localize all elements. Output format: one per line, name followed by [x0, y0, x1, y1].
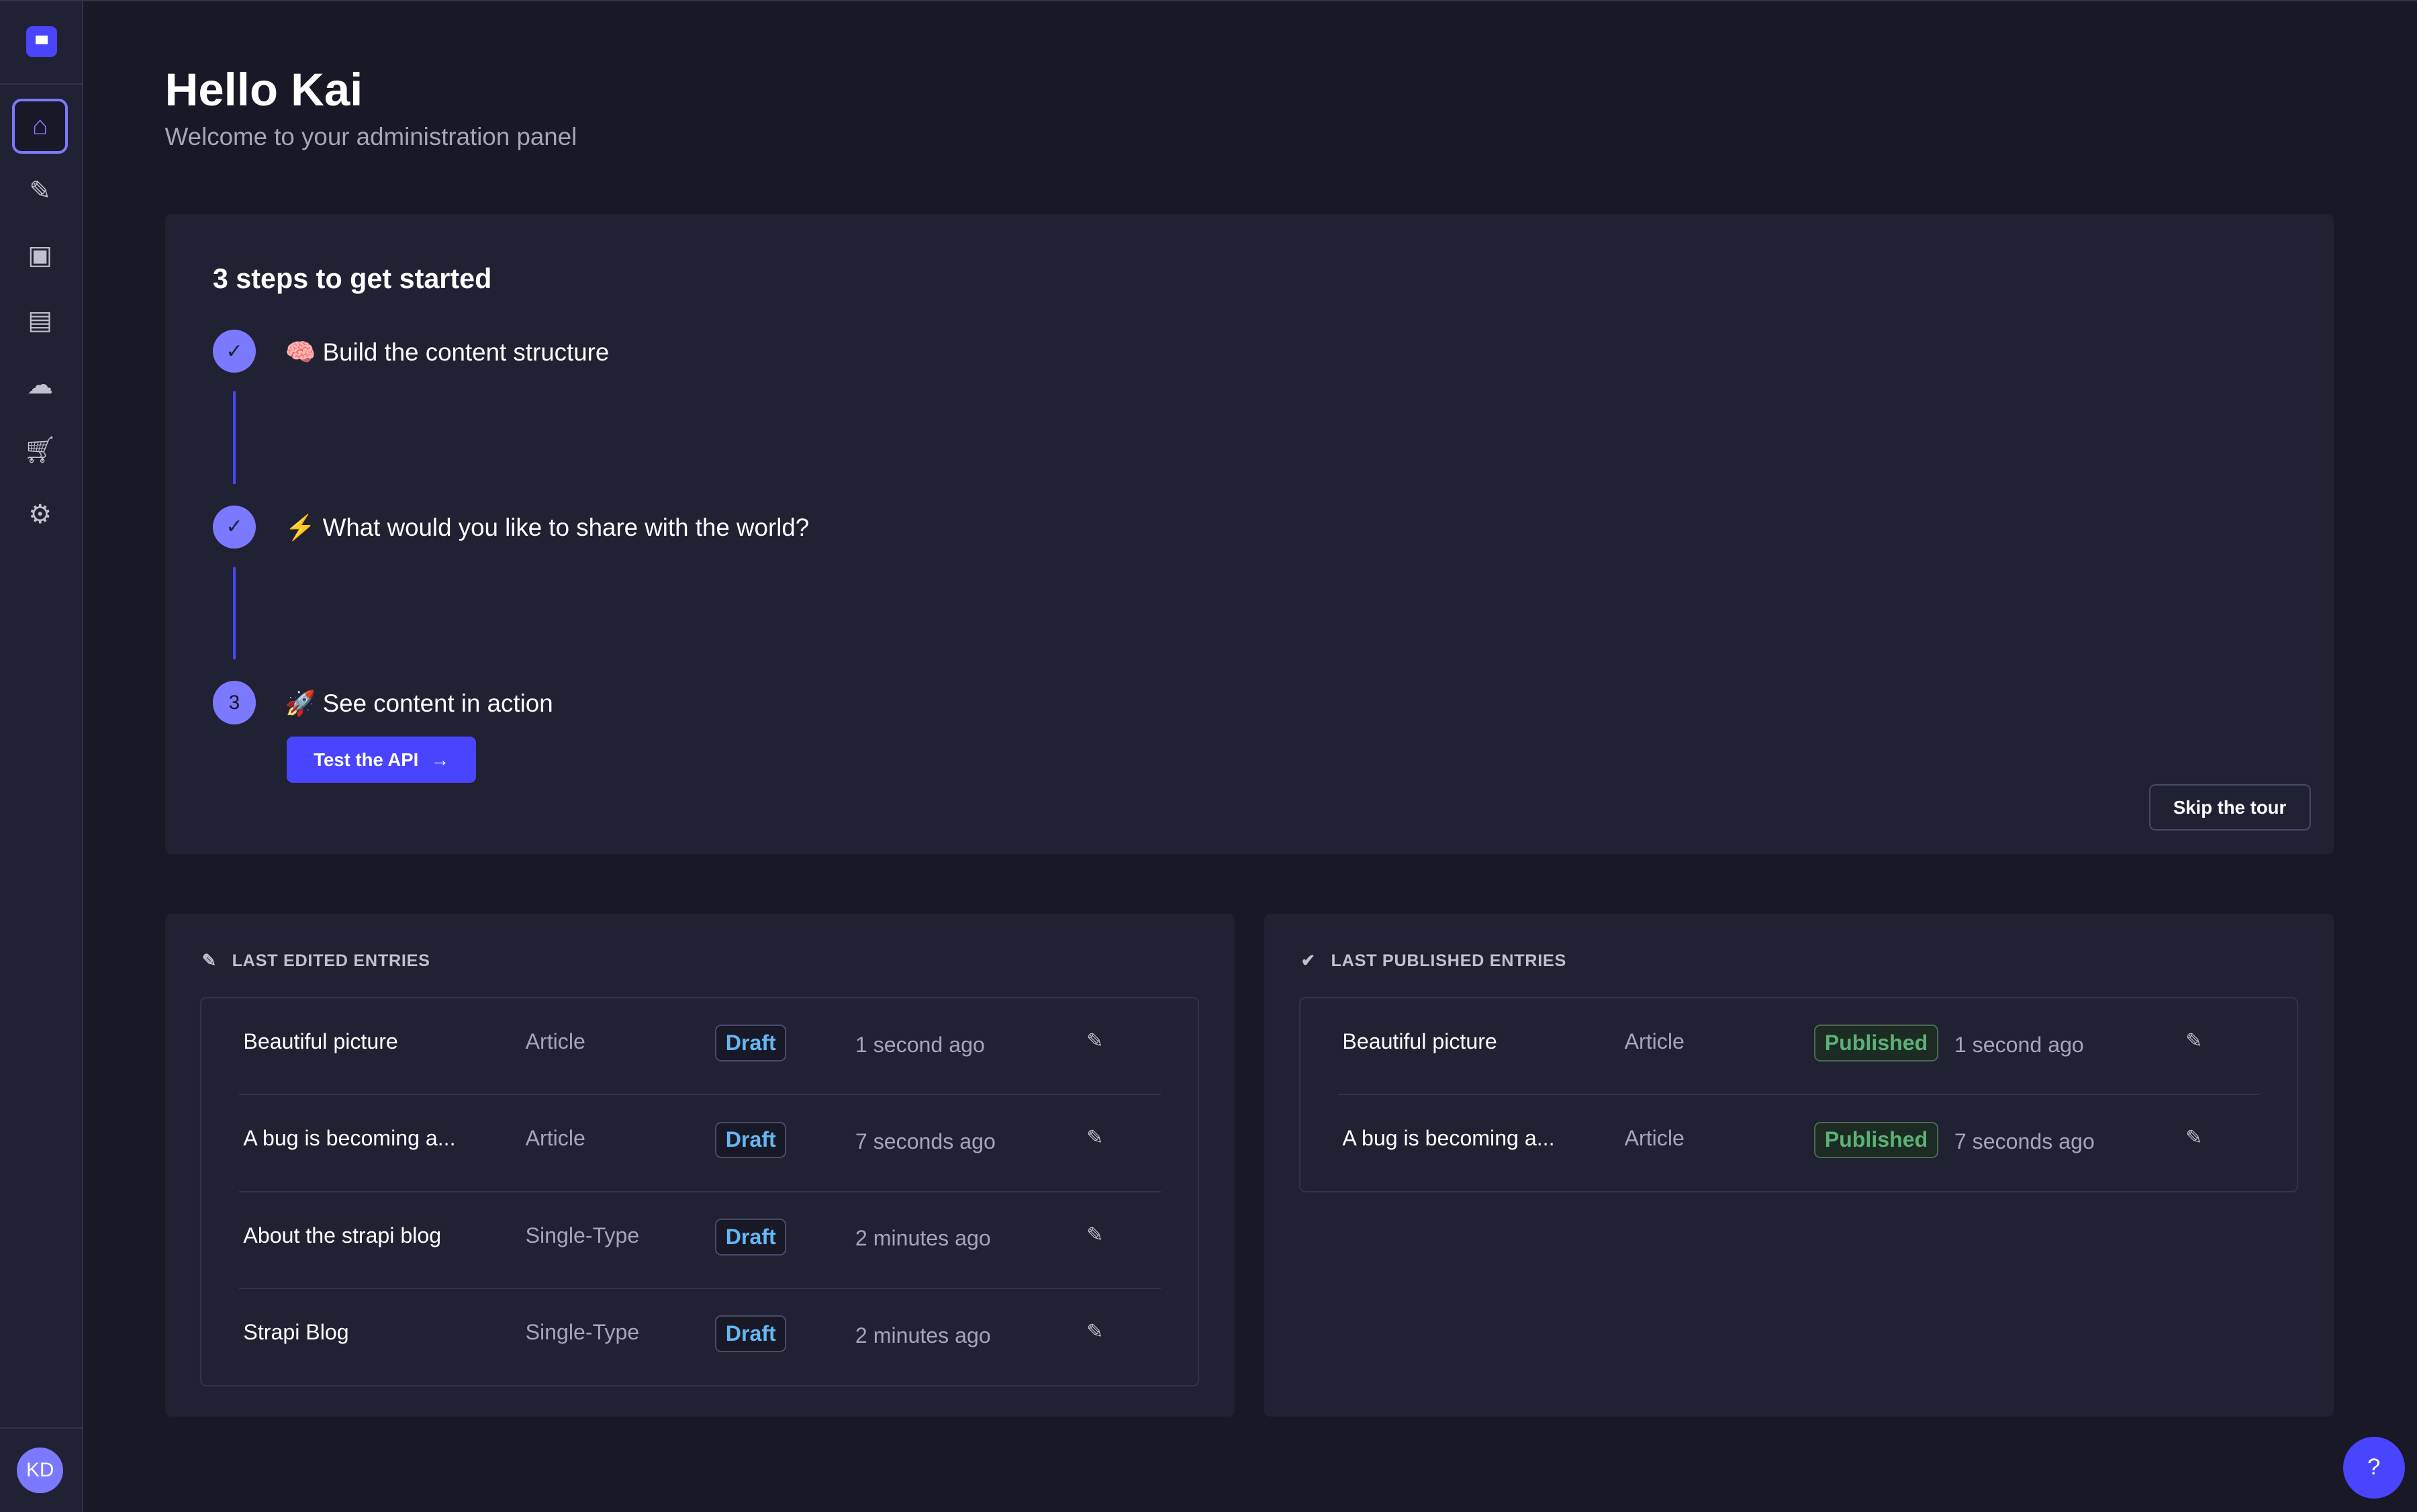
status-badge: Draft	[714, 1025, 787, 1061]
page-title: Hello Kai	[164, 63, 363, 115]
entry-title: About the strapi blog	[243, 1223, 442, 1247]
pencil-icon[interactable]: ✎	[2185, 1127, 2203, 1149]
check-icon: ✓	[212, 505, 256, 549]
layout-icon[interactable]: ▤	[28, 305, 53, 335]
test-api-button[interactable]: Test the API →	[287, 737, 477, 784]
table-row[interactable]: A bug is becoming a... Article Draft 7 s…	[238, 1095, 1162, 1192]
status-badge: Published	[1813, 1025, 1939, 1061]
sidebar: ⌂ ✎ ▣ ▤ ☁ 🛒︎ ⚙ KD	[0, 1, 83, 1512]
table-row[interactable]: Strapi Blog Single-Type Draft 2 minutes …	[239, 1289, 1162, 1384]
status-badge: Published	[1813, 1121, 1939, 1159]
step-3: 🚀 See content in action	[285, 689, 553, 717]
home-icon[interactable]: ⌂	[12, 98, 68, 154]
strapi-logo[interactable]	[26, 26, 57, 57]
entry-time: 2 minutes ago	[855, 1226, 991, 1251]
step-number: 3	[212, 681, 256, 724]
button-label: Test the API	[314, 749, 419, 770]
entry-type: Single-Type	[525, 1320, 640, 1345]
avatar[interactable]: KD	[17, 1447, 64, 1494]
last-edited-header: ✎ LAST EDITED ENTRIES	[201, 951, 430, 971]
pencil-icon[interactable]: ✎	[1086, 1223, 1104, 1246]
table-row[interactable]: About the strapi blog Single-Type Draft …	[238, 1192, 1162, 1290]
table-row[interactable]: Beautiful picture Article Published 1 se…	[1337, 998, 2261, 1096]
check-icon: ✓	[212, 330, 256, 373]
skip-tour-button[interactable]: Skip the tour	[2148, 784, 2311, 831]
status-badge: Draft	[714, 1315, 787, 1352]
cloud-icon[interactable]: ☁	[27, 371, 54, 400]
step-1: 🧠 Build the content structure	[285, 338, 610, 366]
steps-title: 3 steps to get started	[212, 263, 492, 295]
entry-type: Article	[525, 1126, 585, 1151]
pencil-icon[interactable]: ✎	[2185, 1030, 2203, 1053]
pencil-icon[interactable]: ✎	[1086, 1321, 1104, 1343]
question-icon: ?	[2367, 1454, 2381, 1480]
entry-type: Article	[1624, 1126, 1685, 1151]
entry-title: Strapi Blog	[243, 1320, 349, 1345]
check-circle-icon: ✔	[1300, 951, 1316, 971]
last-edited-table: Beautiful picture Article Draft 1 second…	[200, 997, 1200, 1386]
media-library-icon[interactable]: ▣	[28, 241, 53, 271]
entry-type: Article	[1624, 1029, 1685, 1054]
pencil-icon[interactable]: ✎	[1086, 1127, 1104, 1149]
entry-time: 7 seconds ago	[855, 1129, 996, 1153]
gear-icon[interactable]: ⚙	[28, 500, 52, 530]
cart-icon[interactable]: 🛒︎	[23, 436, 57, 465]
divider	[0, 83, 82, 85]
arrow-right-icon: →	[430, 749, 450, 770]
entry-title: Beautiful picture	[243, 1029, 398, 1054]
entry-time: 1 second ago	[1954, 1032, 2084, 1057]
entry-title: A bug is becoming a...	[1342, 1126, 1555, 1151]
last-published-header: ✔ LAST PUBLISHED ENTRIES	[1300, 951, 1566, 971]
step-connector	[232, 567, 236, 660]
status-badge: Draft	[714, 1218, 787, 1256]
table-row[interactable]: A bug is becoming a... Article Published…	[1338, 1095, 2261, 1190]
divider	[0, 1427, 82, 1429]
help-button[interactable]: ?	[2342, 1436, 2405, 1499]
entry-type: Article	[525, 1029, 585, 1054]
last-published-table: Beautiful picture Article Published 1 se…	[1299, 997, 2299, 1192]
entry-time: 7 seconds ago	[1954, 1129, 2095, 1153]
last-edited-card: ✎ LAST EDITED ENTRIES Beautiful picture A…	[164, 914, 1235, 1417]
last-published-card: ✔ LAST PUBLISHED ENTRIES Beautiful pictur…	[1264, 914, 2334, 1417]
table-row[interactable]: Beautiful picture Article Draft 1 second…	[238, 998, 1162, 1096]
pencil-icon: ✎	[201, 951, 217, 971]
getting-started-card: 3 steps to get started ✓ 🧠 Build the con…	[164, 214, 2334, 854]
entry-title: Beautiful picture	[1342, 1029, 1497, 1054]
step-connector	[232, 391, 236, 484]
pencil-icon[interactable]: ✎	[1086, 1030, 1104, 1053]
page-subtitle: Welcome to your administration panel	[164, 123, 577, 151]
status-badge: Draft	[714, 1121, 787, 1159]
entry-type: Single-Type	[525, 1223, 640, 1247]
entry-time: 2 minutes ago	[855, 1323, 991, 1348]
entry-time: 1 second ago	[855, 1032, 985, 1057]
step-2: ⚡ What would you like to share with the …	[285, 514, 810, 542]
entry-title: A bug is becoming a...	[243, 1126, 456, 1151]
feather-icon[interactable]: ✎	[29, 176, 52, 205]
